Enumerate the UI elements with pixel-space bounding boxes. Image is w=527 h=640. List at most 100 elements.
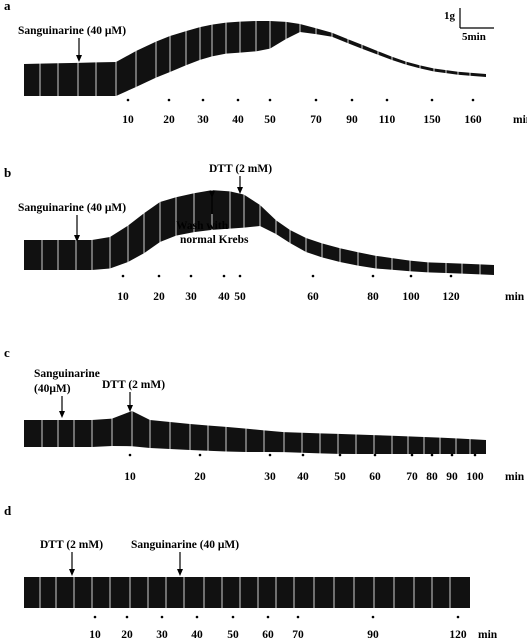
trace-segment: [376, 255, 392, 270]
panel-d: d 10 20 30 40 50 60 70 90 120 min DTT (2 mM) Sanguin…: [4, 503, 498, 640]
annotation-arrow: [237, 176, 243, 194]
trace-segment: [408, 436, 424, 454]
trace-segment: [78, 62, 96, 96]
tick-label: 30: [156, 629, 168, 640]
annotation-label: Sanguinarine: [34, 368, 100, 380]
trace-segment: [392, 56, 406, 65]
trace-segment: [222, 577, 240, 608]
trace-segment: [294, 577, 314, 608]
trace-segment: [424, 436, 440, 454]
trace-segment: [58, 240, 76, 270]
annotation-arrow: [59, 396, 65, 418]
trace-segment: [340, 248, 358, 266]
tick-label: 30: [185, 291, 197, 303]
trace-segment: [150, 420, 170, 449]
trace-segment: [186, 27, 200, 66]
tick-label: 50: [227, 629, 239, 640]
trace-segment: [394, 577, 414, 608]
trace-segment: [24, 420, 42, 447]
annotation-label: (40μM): [34, 383, 71, 395]
trace-segment: [74, 420, 92, 447]
x-unit-label: min: [478, 629, 498, 640]
trace-segment: [110, 577, 130, 608]
trace-segment: [378, 51, 392, 60]
annotation-label: DTT (2 mM): [209, 163, 272, 175]
tick-mark: [201, 98, 205, 102]
trace-segment: [322, 243, 340, 262]
tick-mark: [198, 453, 202, 457]
annotation-label: Wash with: [176, 220, 229, 232]
trace-segment: [130, 577, 148, 608]
trace-segment: [190, 424, 208, 451]
trace-segment: [212, 190, 230, 230]
tick-mark: [222, 274, 226, 278]
trace-segment: [42, 420, 58, 447]
tick-label: 70: [292, 629, 304, 640]
annotation-label: Sanguinarine (40 μM): [18, 25, 126, 37]
tick-mark: [314, 98, 318, 102]
trace-segment: [270, 21, 286, 49]
trace-segment: [334, 577, 354, 608]
trace-segment: [276, 577, 294, 608]
tick-label: 20: [153, 291, 165, 303]
trace-segment: [374, 435, 392, 454]
trace-segment: [258, 577, 276, 608]
trace-segment: [392, 435, 408, 454]
trace-segment: [348, 39, 362, 49]
tick-mark: [430, 453, 434, 457]
tick-label: 60: [262, 629, 274, 640]
trace: [24, 20, 486, 97]
trace-segment: [450, 577, 470, 608]
trace-segment: [462, 263, 480, 275]
x-unit-label: min: [505, 471, 525, 483]
trace-segment: [92, 418, 112, 447]
tick-mark: [125, 615, 129, 619]
tick-label: 90: [346, 114, 358, 126]
tick-label: 160: [464, 114, 482, 126]
tick-label: 80: [426, 471, 438, 483]
trace-segment: [240, 577, 258, 608]
tick-label: 150: [423, 114, 441, 126]
trace-segment: [200, 24, 212, 60]
annotation-arrow: [74, 215, 80, 242]
trace-segment: [246, 428, 264, 452]
trace-segment: [76, 240, 92, 270]
tick-label: 80: [367, 291, 379, 303]
tick-mark: [268, 98, 272, 102]
trace-segment: [356, 434, 374, 454]
tick-label: 90: [446, 471, 458, 483]
tick-mark: [471, 98, 475, 102]
tick-label: 20: [194, 471, 206, 483]
tick-mark: [93, 615, 97, 619]
tick-mark: [311, 274, 315, 278]
panel-c: c 10 20 30 40 50 60 70 80 90 100 min Sanguinarine (40…: [4, 345, 525, 483]
trace-segment: [256, 21, 270, 52]
trace-segment: [74, 577, 92, 608]
trace-segment: [194, 190, 212, 233]
annotation-label: Sanguinarine (40 μM): [131, 539, 239, 551]
trace-segment: [212, 22, 226, 57]
tick-mark: [301, 453, 305, 457]
panel-letter: a: [4, 0, 11, 13]
annotation-arrow: [69, 552, 75, 576]
panel-b: b 10 20 30 40 50 60 80 100 120 min Sanguinarine (40…: [4, 163, 525, 303]
tick-label: 10: [122, 114, 134, 126]
trace-segment: [132, 411, 150, 448]
trace-segment: [276, 220, 290, 243]
tick-mark: [456, 615, 460, 619]
tick-label: 120: [442, 291, 460, 303]
trace-segment: [392, 258, 410, 272]
trace-segment: [338, 433, 356, 454]
trace: [24, 189, 494, 276]
tick-mark: [160, 615, 164, 619]
trace-segment: [290, 230, 306, 252]
trace-segment: [374, 577, 394, 608]
tick-label: 120: [449, 629, 467, 640]
tick-label: 70: [406, 471, 418, 483]
trace-segment: [230, 191, 244, 229]
trace-segment: [92, 577, 110, 608]
panel-letter: b: [4, 165, 11, 180]
tick-label: 70: [310, 114, 322, 126]
panel-a: a 10 20 30 40 50 70 90 110 150 160 min Sanguinarine …: [4, 0, 527, 126]
